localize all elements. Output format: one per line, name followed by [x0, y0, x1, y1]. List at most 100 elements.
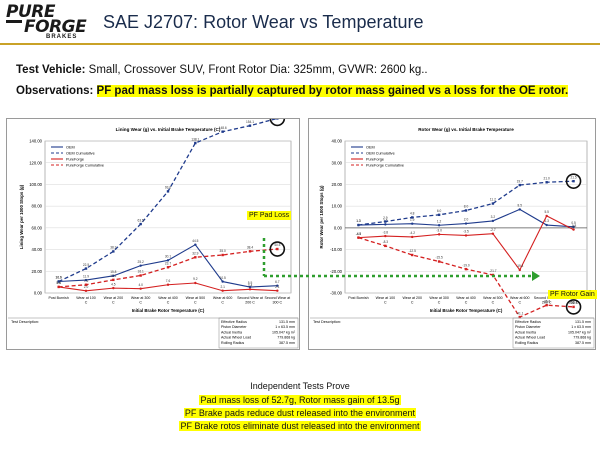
data-label-pureforge-3: -3.0: [436, 229, 442, 233]
logo-bar: [6, 20, 22, 23]
x-tick-label-post-burnish: Post Burnish: [348, 296, 368, 300]
data-label-pureforge-1: -3.8: [383, 230, 389, 234]
point-oem-cumulative-1: [384, 220, 387, 223]
point-pureforge-cumulative-1: [84, 283, 88, 286]
table-frame: [512, 317, 595, 349]
x-axis-label: Initial Brake Rotor Temperature (C): [132, 308, 205, 313]
point-pureforge-1: [84, 289, 88, 293]
x-tick-label-wear-at-200-c-2: C: [112, 301, 115, 305]
y-tick-label: -30.00: [330, 291, 343, 296]
data-label-pureforge-cumulative-3: -15.5: [435, 256, 442, 260]
point-pureforge-cumulative-2: [411, 253, 414, 257]
table-key-actual-inertia: Actual Inertia: [515, 330, 536, 334]
point-oem-cumulative-2: [112, 250, 115, 253]
point-oem-cumulative-2: [411, 216, 414, 219]
header-divider: [0, 43, 600, 45]
lining-wear-chart-panel: Lining Wear (g) vs. Initial Brake Temper…: [6, 118, 300, 350]
data-label-oem-cumulative-6: 148.6: [219, 126, 227, 130]
point-pureforge-1: [384, 234, 387, 238]
highlight-circle-pf: [269, 241, 286, 257]
footer-line-1: Pad mass loss of 52.7g, Rotor mass gain …: [199, 395, 401, 405]
x-tick-label-wear-at-100-c-2: C: [384, 301, 387, 305]
table-key-piston-diameter: Piston Diameter: [221, 325, 247, 329]
y-tick-label: -10.00: [330, 247, 343, 252]
point-pureforge-2: [411, 235, 414, 239]
table-value-actual-wheel-load: 779.868 kg: [277, 336, 295, 340]
slide-header: PURE FORGE BRAKES SAE J2707: Rotor Wear …: [0, 0, 600, 44]
point-oem-cumulative-4: [464, 209, 468, 212]
x-tick-label-second-wear-at-300-c-2: 300 C: [569, 301, 579, 305]
data-label-oem-2: 1.9: [410, 218, 415, 222]
arrow-head: [532, 271, 540, 281]
point-oem-cumulative-5: [194, 141, 197, 145]
y-tick-label: 30.00: [332, 160, 343, 165]
point-pureforge-cumulative-6: [221, 253, 224, 257]
data-label-oem-4: 30.1: [165, 255, 171, 259]
data-label-pureforge-6: -19.4: [516, 264, 523, 268]
point-oem-7: [545, 223, 548, 227]
x-tick-label-wear-at-200-c: Wear at 200: [104, 296, 124, 300]
data-label-oem-cumulative-5: 11.2: [490, 198, 496, 202]
data-label-oem-8: 0.5: [571, 221, 576, 225]
y-tick-label: 10.00: [332, 204, 343, 209]
point-oem-cumulative-3: [437, 213, 441, 217]
data-label-pureforge-cumulative-7: 38.4: [247, 246, 253, 250]
point-pureforge-cumulative-2: [112, 278, 115, 282]
point-pureforge-cumulative-1: [384, 244, 387, 248]
y-tick-label: 120.00: [29, 160, 42, 165]
data-label-pureforge-cumulative-6: 35.0: [220, 249, 226, 253]
point-pureforge-cumulative-4: [464, 267, 468, 271]
test-vehicle-text: Small, Crossover SUV, Front Rotor Dia: 3…: [88, 64, 428, 76]
table-value-effective-radius: 131.5 mm: [279, 320, 295, 324]
point-oem-4: [166, 259, 170, 262]
table-value-rolling-radius: 387.5 mm: [279, 341, 295, 345]
x-tick-label-wear-at-300-c: Wear at 300: [429, 296, 449, 300]
data-label-oem-cumulative-0: 10.6: [56, 276, 62, 280]
point-oem-8: [276, 284, 279, 287]
observations-text: PF pad mass loss is partially captured b…: [96, 85, 569, 97]
point-oem-cumulative-7: [248, 124, 252, 127]
data-label-oem-6: 8.5: [518, 204, 523, 208]
data-label-oem-5: 3.2: [491, 215, 496, 219]
point-oem-8: [572, 225, 575, 228]
data-label-pureforge-cumulative-0: -4.5: [356, 232, 362, 236]
table-value-actual-inertia: 105.047 kg m²: [568, 330, 592, 334]
data-label-oem-cumulative-7: 21.0: [544, 176, 550, 180]
legend-label-pureforge: PureForge: [66, 158, 84, 162]
x-tick-label-post-burnish: Post Burnish: [48, 296, 68, 300]
footer-line-3: PF Brake rotos eliminate dust released i…: [179, 421, 421, 431]
footer-heading: Independent Tests Prove: [250, 381, 350, 391]
y-tick-label: 0.00: [334, 225, 343, 230]
legend-label-oem: OEM: [66, 146, 75, 150]
table-key-effective-radius: Effective Radius: [515, 320, 541, 324]
data-label-pureforge-6: 2.1: [220, 285, 225, 289]
y-tick-label: 20.00: [32, 269, 43, 274]
test-vehicle-label: Test Vehicle:: [16, 64, 86, 76]
point-oem-cumulative-8: [572, 179, 575, 183]
data-label-pureforge-7: 3.4: [248, 284, 253, 288]
x-tick-label-wear-at-100-c: Wear at 100: [76, 296, 96, 300]
point-oem-2: [411, 222, 414, 225]
table-label: Test Description:: [11, 320, 39, 324]
table-value-piston-diameter: 1 x 63.5 mm: [275, 325, 295, 329]
data-label-pureforge-8: -0.8: [571, 224, 577, 228]
table-key-rolling-radius: Rolling Radius: [515, 341, 538, 345]
point-oem-5: [194, 243, 197, 246]
y-tick-label: -20.00: [330, 269, 343, 274]
data-label-oem-cumulative-5: 138.1: [191, 137, 199, 141]
legend-label-pureforge-cumulative: PureForge Cumulative: [366, 164, 404, 168]
data-label-oem-7: 5.5: [248, 281, 253, 285]
point-pureforge-3: [437, 233, 441, 236]
x-tick-label-wear-at-100-c: Wear at 100: [376, 296, 396, 300]
x-tick-label-wear-at-100-c-2: C: [85, 301, 88, 305]
data-label-oem-3: 1.2: [437, 219, 442, 223]
data-label-pureforge-1: 2.0: [84, 285, 89, 289]
logo-text-mid: FORGE: [24, 17, 87, 37]
legend-label-oem: OEM: [366, 146, 375, 150]
x-axis-label: Initial Brake Rotor Temperature (C): [430, 308, 503, 313]
table-value-actual-inertia: 105.047 kg m²: [272, 330, 296, 334]
data-label-pureforge-cumulative-1: -8.3: [383, 240, 389, 244]
x-tick-label-wear-at-300-c-2: C: [438, 301, 441, 305]
data-label-pureforge-4: -3.5: [463, 230, 469, 234]
data-label-pureforge-0: -4.5: [356, 232, 362, 236]
